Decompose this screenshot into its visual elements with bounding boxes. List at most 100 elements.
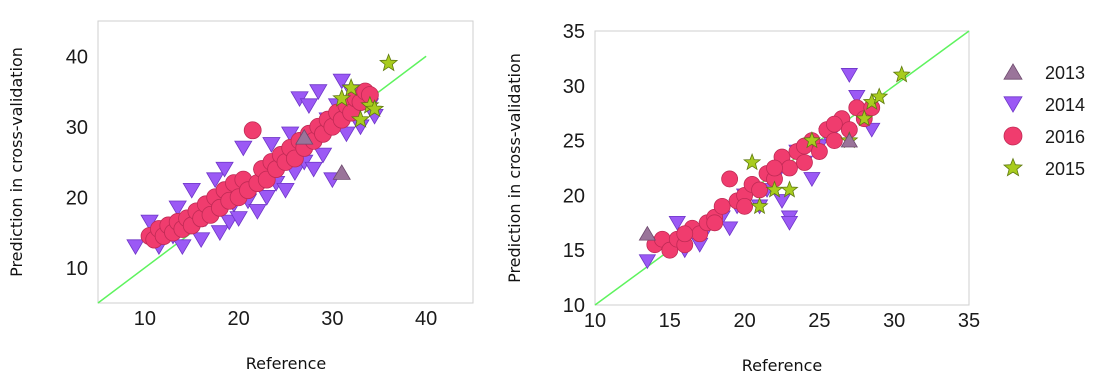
point-2016 bbox=[243, 121, 262, 140]
y-tick-label: 20 bbox=[563, 185, 585, 207]
point-2015 bbox=[780, 180, 799, 198]
legend-label: 2016 bbox=[1045, 127, 1085, 147]
point-2014 bbox=[220, 214, 239, 231]
legend-marker-2016 bbox=[1003, 126, 1023, 146]
point-2014 bbox=[304, 161, 323, 178]
x-tick-label: 10 bbox=[134, 308, 156, 330]
point-2016 bbox=[811, 143, 828, 160]
y-tick-labels-left: 10 20 30 40 bbox=[66, 46, 88, 280]
legend-marker-2013 bbox=[1003, 63, 1023, 80]
point-2013 bbox=[332, 164, 351, 180]
point-2016 bbox=[721, 170, 739, 188]
point-2014 bbox=[229, 211, 248, 227]
legend-item-2015: 2015 bbox=[1002, 157, 1085, 179]
point-2016 bbox=[706, 214, 724, 232]
chart-left: 10 20 30 40 10 20 30 40 Reference Prediction i… bbox=[7, 20, 474, 373]
point-2015 bbox=[379, 53, 399, 72]
point-2014 bbox=[668, 215, 686, 231]
x-tick-label: 30 bbox=[883, 310, 905, 332]
legend-label: 2015 bbox=[1045, 159, 1085, 179]
point-2014 bbox=[191, 232, 211, 248]
point-2014 bbox=[215, 161, 234, 178]
point-2014 bbox=[332, 73, 351, 90]
point-2013 bbox=[638, 225, 657, 241]
y-axis-label-right: Prediction in cross-validation bbox=[505, 53, 524, 283]
x-tick-label: 20 bbox=[733, 310, 755, 332]
y-tick-label: 30 bbox=[563, 76, 585, 98]
x-tick-labels-left: 10 20 30 40 bbox=[134, 308, 438, 330]
point-2014 bbox=[205, 172, 225, 189]
point-2014 bbox=[309, 84, 328, 100]
y-tick-label: 10 bbox=[66, 258, 88, 280]
point-2014 bbox=[720, 221, 739, 237]
point-2014 bbox=[773, 194, 791, 209]
point-2016 bbox=[796, 154, 813, 171]
point-2014 bbox=[863, 122, 881, 138]
point-2016 bbox=[766, 159, 783, 177]
scatter-points-left bbox=[126, 53, 399, 256]
point-2014 bbox=[848, 89, 866, 105]
point-2013 bbox=[295, 128, 314, 145]
point-2014 bbox=[257, 190, 276, 206]
point-2015 bbox=[341, 77, 361, 97]
point-2015 bbox=[365, 99, 385, 118]
legend-marker-2015 bbox=[1002, 157, 1024, 177]
point-2016 bbox=[781, 159, 798, 177]
x-tick-label: 10 bbox=[584, 310, 606, 332]
point-2014 bbox=[234, 140, 253, 157]
point-2015 bbox=[350, 109, 371, 128]
x-tick-label: 15 bbox=[659, 310, 681, 332]
legend-item-2014: 2014 bbox=[1003, 95, 1085, 115]
point-2014 bbox=[173, 239, 192, 256]
point-2014 bbox=[276, 182, 295, 199]
x-tick-label: 30 bbox=[321, 308, 343, 330]
point-2015 bbox=[855, 109, 874, 127]
chart-right: 10 15 20 25 30 35 10 15 20 25 30 35 Reference Pred… bbox=[505, 21, 980, 375]
point-2016 bbox=[825, 132, 843, 150]
point-2016 bbox=[713, 197, 731, 215]
y-tick-label: 30 bbox=[66, 117, 88, 139]
y-tick-label: 40 bbox=[66, 46, 88, 68]
point-2014 bbox=[840, 68, 859, 83]
legend-marker-2014 bbox=[1003, 96, 1023, 113]
y-tick-label: 35 bbox=[563, 21, 585, 43]
legend-item-2016: 2016 bbox=[1003, 126, 1085, 147]
x-tick-label: 40 bbox=[415, 308, 437, 330]
x-tick-label: 25 bbox=[808, 310, 830, 332]
point-2014 bbox=[168, 200, 187, 217]
point-2014 bbox=[299, 98, 319, 115]
point-2014 bbox=[780, 215, 799, 231]
y-axis-label-left: Prediction in cross-validation bbox=[7, 47, 26, 277]
legend-item-2013: 2013 bbox=[1003, 63, 1085, 83]
y-tick-label: 20 bbox=[66, 187, 88, 209]
point-2016 bbox=[825, 115, 843, 133]
point-2014 bbox=[638, 254, 657, 270]
point-2014 bbox=[248, 204, 267, 220]
point-2014 bbox=[803, 172, 821, 187]
point-2015 bbox=[332, 88, 352, 107]
y-tick-label: 10 bbox=[563, 295, 585, 317]
x-axis-label-right: Reference bbox=[742, 356, 823, 375]
y-tick-label: 25 bbox=[563, 131, 585, 153]
legend-label: 2014 bbox=[1045, 95, 1085, 115]
point-2016 bbox=[736, 197, 753, 215]
x-tick-label: 35 bbox=[958, 310, 980, 332]
y-tick-labels-right: 10 15 20 25 30 35 bbox=[563, 21, 585, 317]
legend-label: 2013 bbox=[1045, 63, 1085, 83]
point-2015 bbox=[892, 65, 911, 83]
point-2015 bbox=[870, 87, 889, 105]
x-tick-label: 20 bbox=[228, 308, 250, 330]
point-2014 bbox=[126, 239, 145, 256]
y-tick-label: 15 bbox=[563, 240, 585, 262]
legend: 2013 2014 2016 2015 bbox=[1002, 63, 1085, 179]
point-2014 bbox=[210, 225, 230, 241]
point-2016 bbox=[751, 181, 768, 199]
x-axis-label-left: Reference bbox=[246, 354, 327, 373]
point-2013 bbox=[840, 132, 859, 148]
point-2014 bbox=[262, 137, 281, 153]
point-2015 bbox=[765, 180, 784, 198]
x-tick-labels-right: 10 15 20 25 30 35 bbox=[584, 310, 980, 332]
scatter-points-right bbox=[638, 65, 911, 270]
point-2014 bbox=[313, 147, 333, 164]
